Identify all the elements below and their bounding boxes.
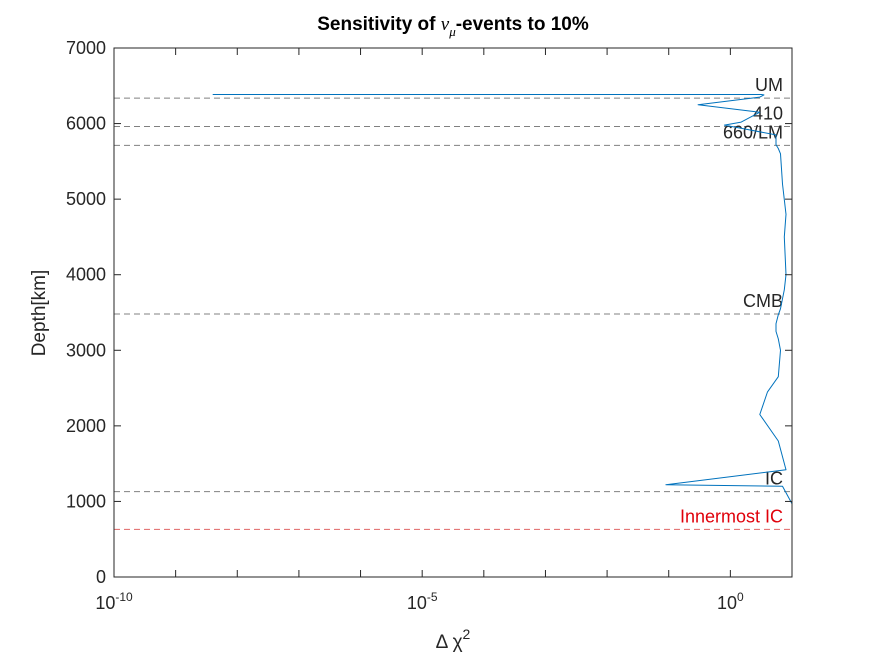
y-axis-label: Depth[km] [29, 270, 50, 357]
y-tick-label-2: 2000 [66, 416, 106, 436]
ref-label-0: UM [755, 75, 783, 95]
axes-box [113, 47, 793, 578]
chart-title: Sensitivity of νμ-events to 10% [317, 14, 589, 39]
y-tick-label-1: 1000 [66, 491, 106, 511]
ref-label-1: 410 [753, 104, 783, 124]
x-tick-label-2: 100 [717, 590, 744, 613]
y-tick-label-5: 5000 [66, 189, 106, 209]
x-axis-label-superscript: 2 [463, 626, 471, 642]
y-tick-label-0: 0 [96, 567, 106, 587]
chart-title-subscript: μ [448, 24, 456, 39]
ref-label-4: IC [765, 469, 783, 489]
y-tick-label-3: 3000 [66, 340, 106, 360]
x-axis-label-symbol: Δ χ [436, 632, 463, 653]
ref-label-3: CMB [743, 291, 783, 311]
y-axis: 0 1000 2000 3000 4000 5000 6000 7000 [66, 38, 792, 587]
y-tick-label-7: 7000 [66, 38, 106, 58]
y-tick-label-6: 6000 [66, 114, 106, 134]
ref-label-5: Innermost IC [680, 506, 783, 526]
chart-title-symbol: ν [441, 14, 450, 35]
ref-label-2: 660/LM [723, 122, 783, 142]
chart-title-suffix: -events to 10% [456, 14, 589, 35]
x-axis: 10-10 10-5 100 [95, 48, 793, 613]
x-tick-label-0: 10-10 [95, 590, 133, 613]
y-tick-label-4: 4000 [66, 265, 106, 285]
x-axis-label: Δ χ2 [436, 626, 471, 653]
plot-area [114, 48, 792, 577]
chart-title-prefix: Sensitivity of [317, 14, 441, 35]
x-tick-label-1: 10-5 [407, 590, 438, 613]
